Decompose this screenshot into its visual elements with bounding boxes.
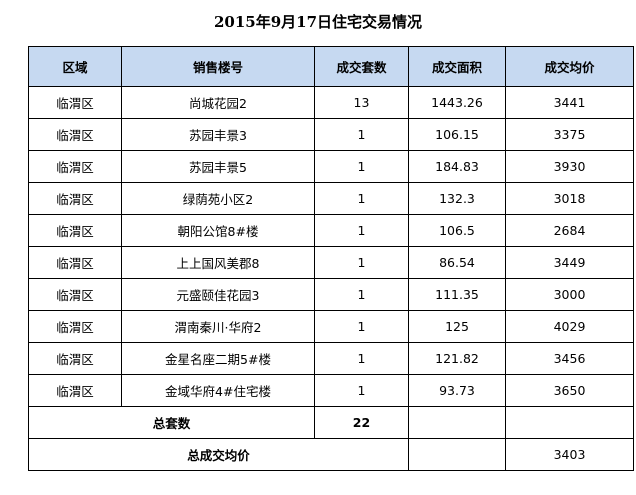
cell-building: 苏园丰景5 [121, 150, 315, 183]
header-area: 成交面积 [408, 46, 506, 87]
cell-avg-price: 3449 [505, 246, 634, 279]
cell-area: 86.54 [408, 246, 506, 279]
cell-avg-price: 3375 [505, 118, 634, 151]
cell-units: 1 [314, 246, 409, 279]
table-header-row: 区域 销售楼号 成交套数 成交面积 成交均价 [28, 46, 634, 87]
cell-units: 1 [314, 278, 409, 311]
table-row: 临渭区 尚城花园2 13 1443.26 3441 [28, 86, 634, 119]
avg-price-empty [408, 438, 506, 471]
cell-units: 1 [314, 118, 409, 151]
header-district: 区域 [28, 46, 122, 87]
cell-building: 苏园丰景3 [121, 118, 315, 151]
cell-avg-price: 3018 [505, 182, 634, 215]
cell-units: 1 [314, 150, 409, 183]
total-units-label: 总套数 [28, 406, 315, 439]
total-units-value: 22 [314, 406, 409, 439]
table-row: 临渭区 金域华府4#住宅楼 1 93.73 3650 [28, 374, 634, 407]
table-row: 临渭区 元盛颐佳花园3 1 111.35 3000 [28, 278, 634, 311]
cell-units: 1 [314, 182, 409, 215]
cell-area: 111.35 [408, 278, 506, 311]
cell-area: 132.3 [408, 182, 506, 215]
cell-district: 临渭区 [28, 86, 122, 119]
cell-avg-price: 4029 [505, 310, 634, 343]
header-units: 成交套数 [314, 46, 409, 87]
table-row: 临渭区 渭南秦川·华府2 1 125 4029 [28, 310, 634, 343]
cell-area: 106.5 [408, 214, 506, 247]
cell-units: 1 [314, 342, 409, 375]
cell-building: 尚城花园2 [121, 86, 315, 119]
cell-area: 184.83 [408, 150, 506, 183]
header-building: 销售楼号 [121, 46, 315, 87]
cell-avg-price: 3000 [505, 278, 634, 311]
cell-units: 1 [314, 310, 409, 343]
cell-building: 绿荫苑小区2 [121, 182, 315, 215]
table-row: 临渭区 朝阳公馆8#楼 1 106.5 2684 [28, 214, 634, 247]
cell-avg-price: 3930 [505, 150, 634, 183]
cell-district: 临渭区 [28, 374, 122, 407]
total-units-empty-1 [408, 406, 506, 439]
cell-area: 121.82 [408, 342, 506, 375]
cell-avg-price: 2684 [505, 214, 634, 247]
cell-avg-price: 3441 [505, 86, 634, 119]
avg-price-value: 3403 [505, 438, 634, 471]
table-row: 临渭区 苏园丰景5 1 184.83 3930 [28, 150, 634, 183]
total-units-empty-2 [505, 406, 634, 439]
cell-area: 106.15 [408, 118, 506, 151]
cell-building: 朝阳公馆8#楼 [121, 214, 315, 247]
table-row: 临渭区 金星名座二期5#楼 1 121.82 3456 [28, 342, 634, 375]
cell-area: 1443.26 [408, 86, 506, 119]
cell-units: 13 [314, 86, 409, 119]
cell-district: 临渭区 [28, 118, 122, 151]
transaction-table: 区域 销售楼号 成交套数 成交面积 成交均价 临渭区 尚城花园2 13 1443.26… [28, 46, 634, 471]
header-avg-price: 成交均价 [505, 46, 634, 87]
cell-units: 1 [314, 214, 409, 247]
cell-district: 临渭区 [28, 342, 122, 375]
total-units-row: 总套数 22 [28, 406, 634, 439]
avg-price-label: 总成交均价 [28, 438, 409, 471]
cell-district: 临渭区 [28, 182, 122, 215]
avg-price-row: 总成交均价 3403 [28, 438, 634, 471]
table-row: 临渭区 苏园丰景3 1 106.15 3375 [28, 118, 634, 151]
cell-district: 临渭区 [28, 310, 122, 343]
table-row: 临渭区 上上国风美郡8 1 86.54 3449 [28, 246, 634, 279]
cell-building: 渭南秦川·华府2 [121, 310, 315, 343]
cell-building: 金星名座二期5#楼 [121, 342, 315, 375]
table-row: 临渭区 绿荫苑小区2 1 132.3 3018 [28, 182, 634, 215]
cell-district: 临渭区 [28, 150, 122, 183]
cell-area: 93.73 [408, 374, 506, 407]
cell-district: 临渭区 [28, 246, 122, 279]
page-title: 2015年9月17日住宅交易情况 [213, 13, 423, 31]
cell-district: 临渭区 [28, 278, 122, 311]
cell-avg-price: 3456 [505, 342, 634, 375]
cell-area: 125 [408, 310, 506, 343]
cell-units: 1 [314, 374, 409, 407]
cell-building: 上上国风美郡8 [121, 246, 315, 279]
cell-avg-price: 3650 [505, 374, 634, 407]
cell-building: 金域华府4#住宅楼 [121, 374, 315, 407]
cell-district: 临渭区 [28, 214, 122, 247]
cell-building: 元盛颐佳花园3 [121, 278, 315, 311]
